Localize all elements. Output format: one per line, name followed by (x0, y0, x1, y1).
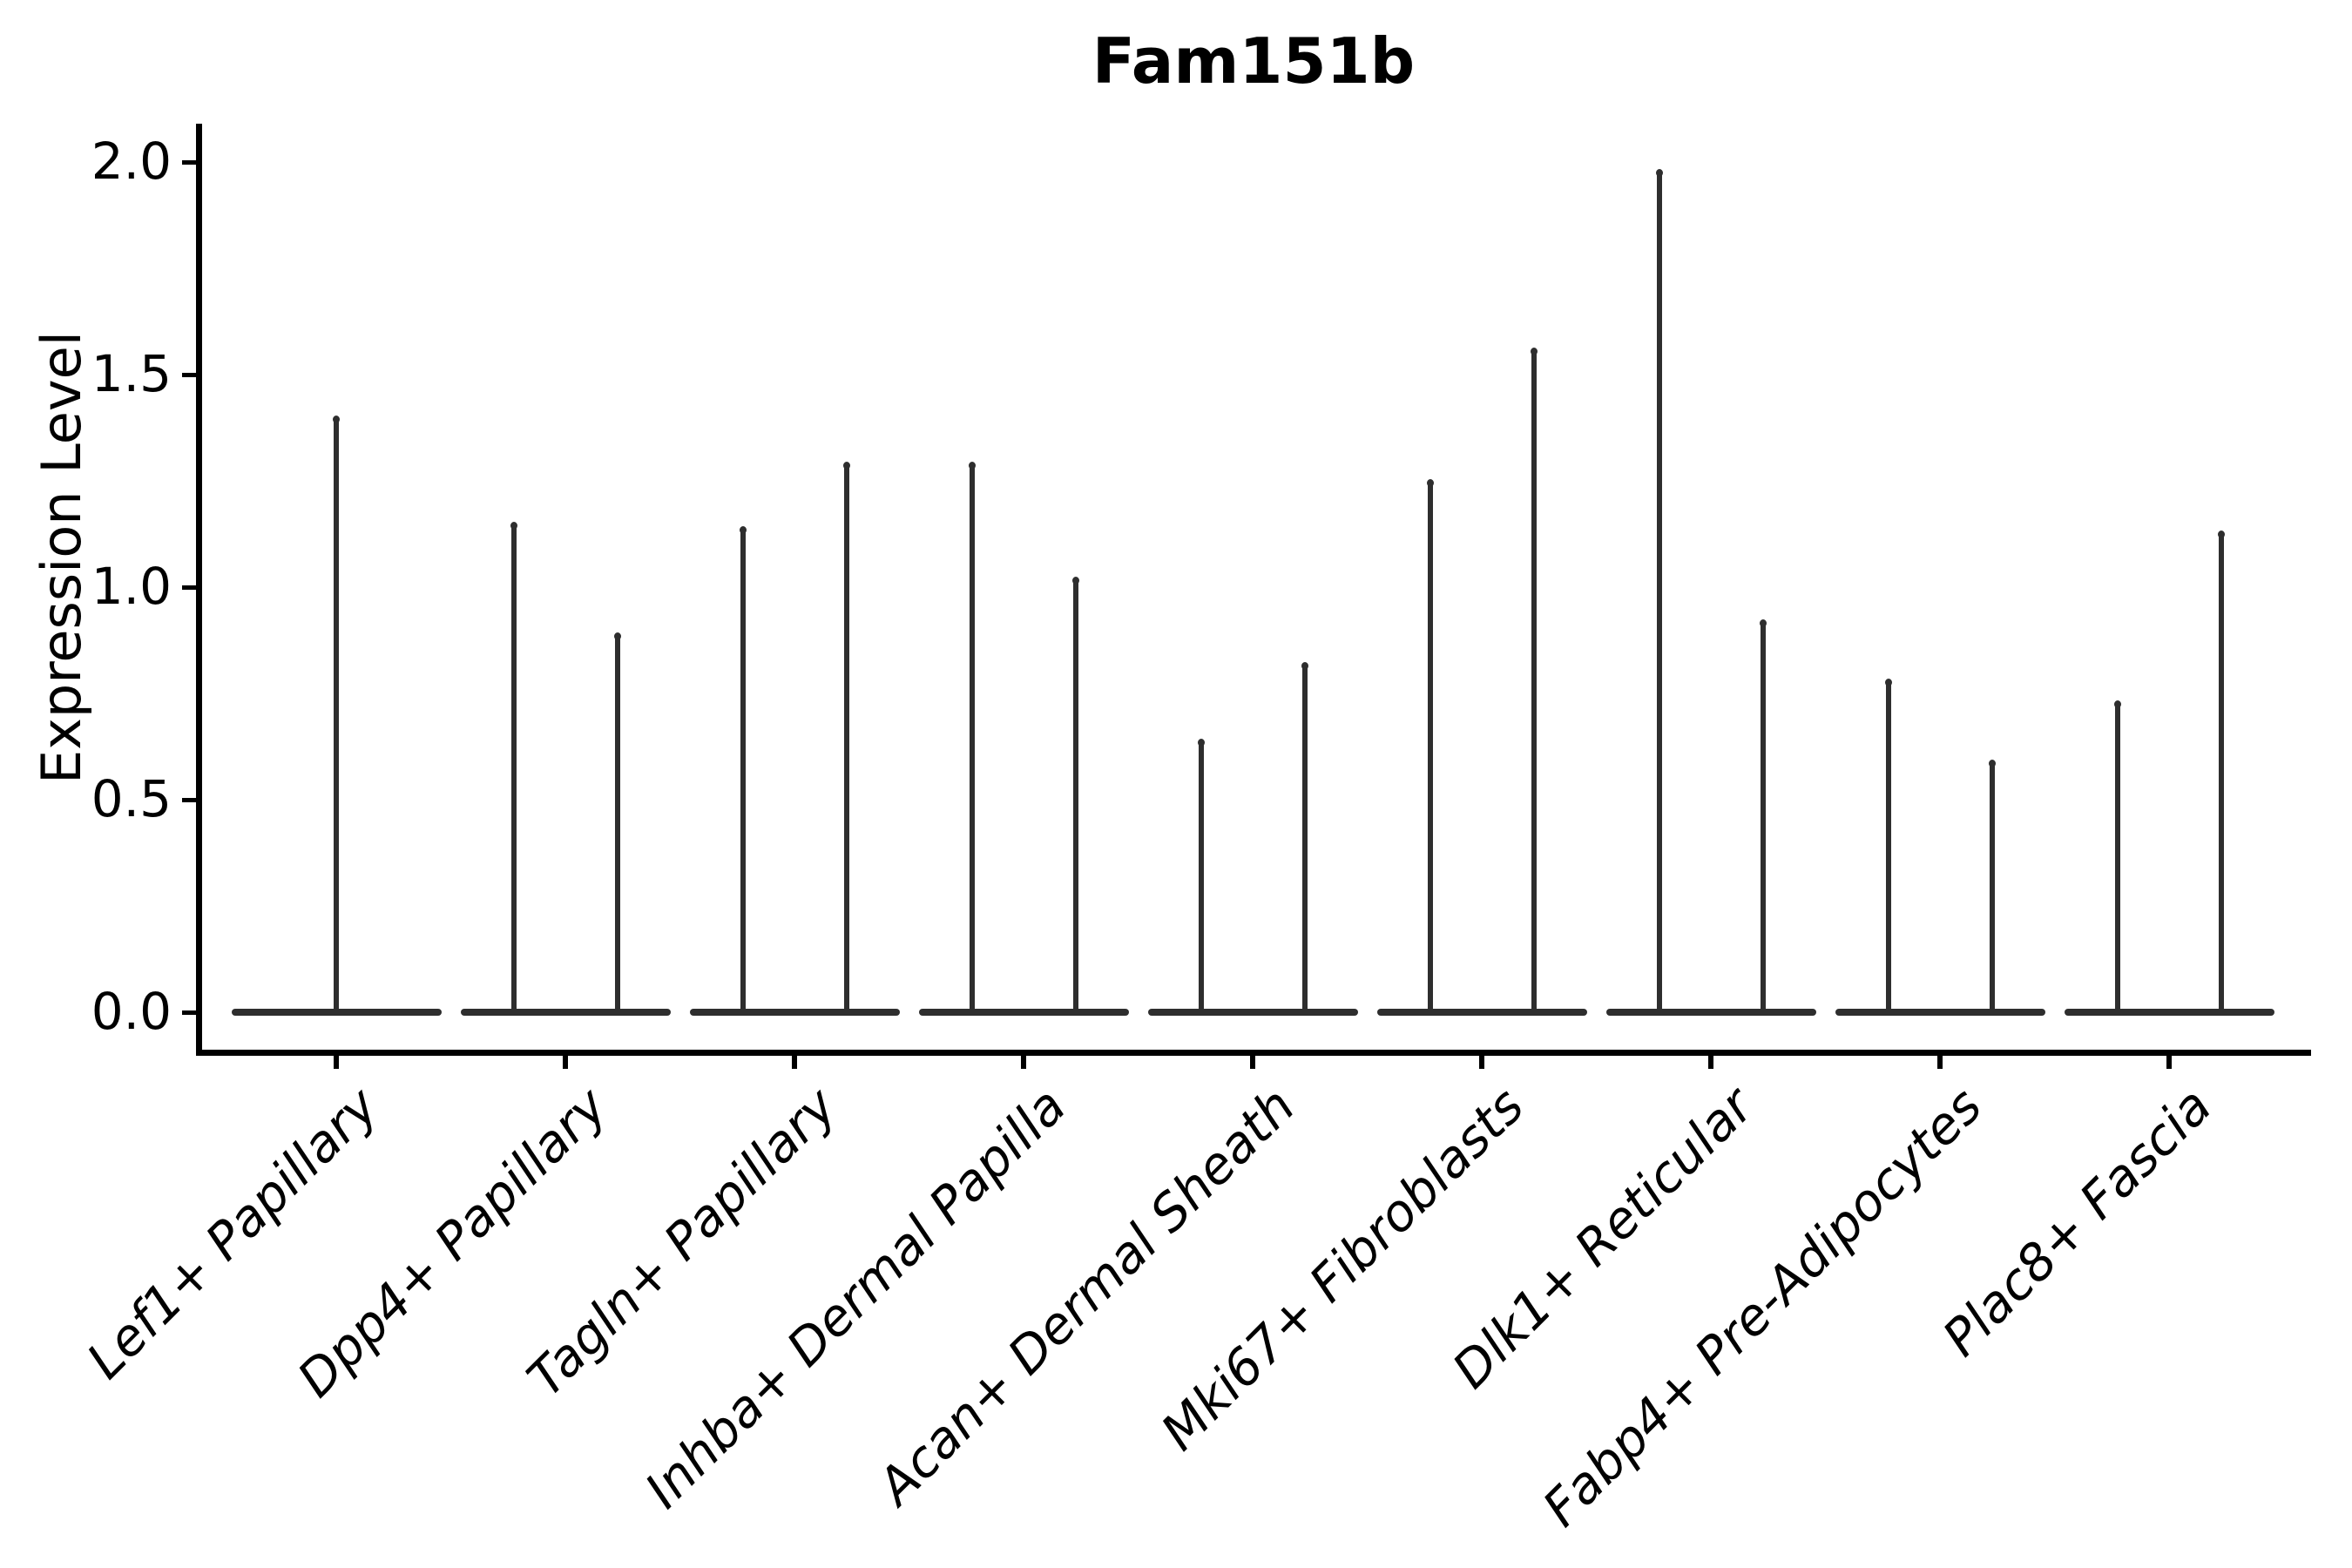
violin-spike (613, 632, 621, 1012)
y-tick (182, 1010, 196, 1015)
chart-title: Fam151b (1092, 24, 1416, 98)
x-tick (1250, 1056, 1255, 1069)
x-tick (2166, 1056, 2172, 1069)
y-tick (182, 159, 196, 165)
x-tick (1708, 1056, 1713, 1069)
y-tick-label: 1.5 (91, 344, 172, 403)
x-tick (334, 1056, 339, 1069)
violin-spike (2113, 700, 2121, 1012)
x-tick (1937, 1056, 1943, 1069)
violin-baseline (2064, 1009, 2274, 1016)
x-tick (1479, 1056, 1484, 1069)
x-tick (1021, 1056, 1026, 1069)
violin-baseline (1605, 1009, 1816, 1016)
violin-baseline (918, 1009, 1129, 1016)
y-axis-spine (196, 124, 202, 1056)
violin-spike (968, 462, 976, 1012)
y-tick (182, 372, 196, 377)
violin-spike (1759, 619, 1767, 1012)
x-tick-label: Inhba+ Dermal Papilla (633, 1076, 1078, 1520)
violin-spike (510, 521, 517, 1012)
violin-spike (1197, 738, 1205, 1012)
violin-baseline (231, 1009, 442, 1016)
violin-spike (333, 415, 340, 1012)
y-tick-label: 0.5 (91, 769, 172, 828)
x-tick-label: Acan+ Dermal Sheath (866, 1076, 1307, 1517)
violin-spike (1655, 168, 1663, 1012)
violin-spike (1530, 347, 1538, 1012)
x-tick (563, 1056, 568, 1069)
violin-spike (1426, 479, 1434, 1012)
x-tick-label: Fabp4+ Pre-Adipocytes (1531, 1076, 1994, 1538)
y-tick-label: 2.0 (91, 132, 172, 191)
violin-baseline (689, 1009, 900, 1016)
violin-baseline (1147, 1009, 1358, 1016)
y-tick-label: 0.0 (91, 982, 172, 1041)
y-tick (182, 797, 196, 802)
violin-spike (739, 525, 747, 1012)
y-tick-label: 1.0 (91, 557, 172, 616)
x-axis-spine (196, 1050, 2311, 1056)
y-tick (182, 585, 196, 590)
y-axis-label: Expression Level (30, 331, 93, 784)
violin-baseline (460, 1009, 671, 1016)
x-tick (792, 1056, 797, 1069)
violin-spike (1301, 661, 1308, 1012)
violin-baseline (1835, 1009, 2045, 1016)
violin-spike (1884, 679, 1892, 1012)
violin-spike (1071, 577, 1079, 1012)
violin-spike (1988, 760, 1996, 1012)
violin-spike (2217, 530, 2225, 1012)
violin-spike (842, 462, 850, 1012)
violin-baseline (1376, 1009, 1587, 1016)
